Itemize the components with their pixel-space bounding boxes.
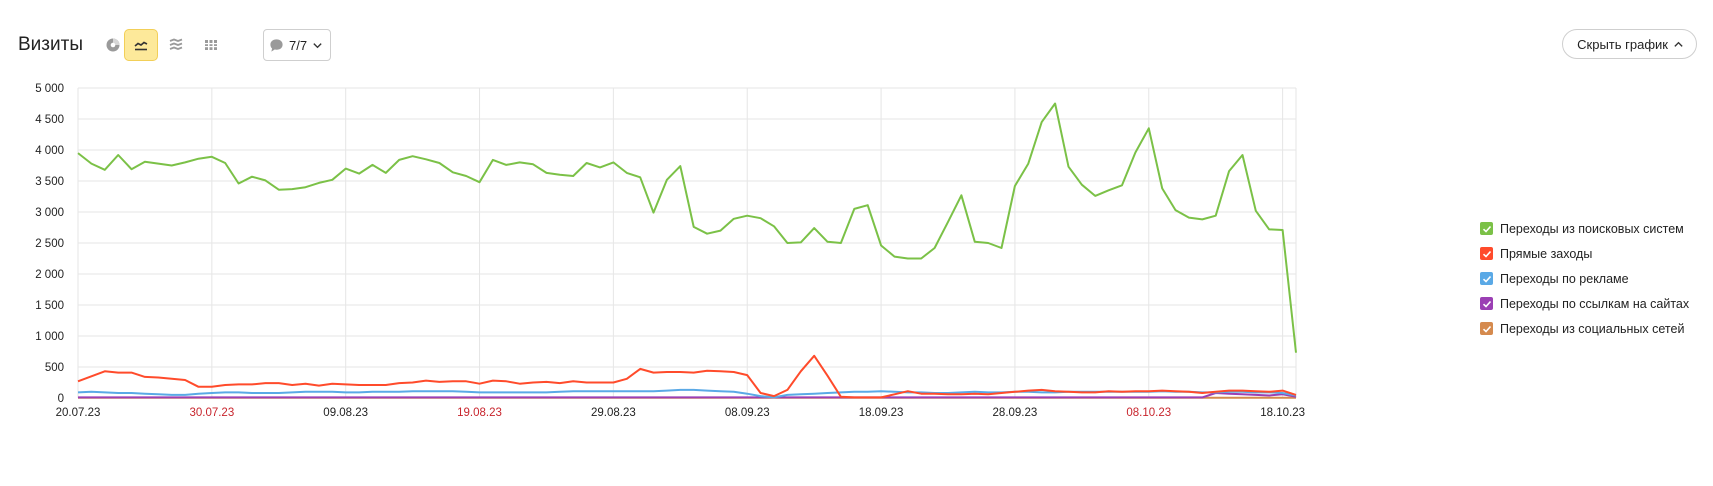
- comments-dropdown[interactable]: 7/7: [263, 29, 331, 61]
- y-tick-label: 1 500: [35, 300, 64, 312]
- checkbox-checked-icon[interactable]: [1480, 322, 1493, 335]
- y-tick-label: 0: [58, 393, 64, 405]
- legend-label: Переходы из социальных сетей: [1500, 321, 1685, 336]
- y-tick-label: 4 500: [35, 114, 64, 126]
- x-tick-label: 20.07.23: [56, 407, 101, 419]
- legend-item-1[interactable]: Прямые заходы: [1480, 241, 1689, 266]
- hide-chart-button[interactable]: Скрыть график: [1562, 29, 1697, 59]
- legend-item-3[interactable]: Переходы по ссылкам на сайтах: [1480, 291, 1689, 316]
- legend-label: Прямые заходы: [1500, 246, 1593, 261]
- x-tick-label: 19.08.23: [457, 407, 502, 419]
- checkbox-checked-icon[interactable]: [1480, 222, 1493, 235]
- y-tick-label: 2 000: [35, 269, 64, 281]
- x-tick-label: 09.08.23: [323, 407, 368, 419]
- y-tick-label: 500: [45, 362, 64, 374]
- y-tick-label: 2 500: [35, 238, 64, 250]
- x-tick-label: 28.09.23: [993, 407, 1038, 419]
- line-chart-icon: [134, 41, 148, 51]
- x-tick-label: 08.09.23: [725, 407, 770, 419]
- y-tick-label: 3 000: [35, 207, 64, 219]
- legend-item-4[interactable]: Переходы из социальных сетей: [1480, 316, 1689, 341]
- checkbox-checked-icon[interactable]: [1480, 272, 1493, 285]
- series-line-3[interactable]: [78, 392, 1297, 399]
- y-tick-label: 3 500: [35, 176, 64, 188]
- y-tick-label: 1 000: [35, 331, 64, 343]
- comment-bubble-icon: [270, 38, 283, 52]
- checkbox-checked-icon[interactable]: [1480, 297, 1493, 310]
- hide-chart-label: Скрыть график: [1577, 36, 1668, 52]
- comments-count: 7/7: [289, 37, 308, 53]
- x-tick-label: 18.09.23: [859, 407, 904, 419]
- legend-item-0[interactable]: Переходы из поисковых систем: [1480, 216, 1689, 241]
- column-chart-icon: [205, 40, 217, 50]
- pie-chart-icon: [106, 38, 120, 52]
- x-tick-label: 30.07.23: [189, 407, 234, 419]
- chart-series: [77, 102, 1297, 399]
- area-chart-icon: [169, 38, 183, 50]
- column-chart-button[interactable]: [194, 29, 228, 61]
- area-chart-button[interactable]: [159, 29, 193, 61]
- legend-label: Переходы по рекламе: [1500, 271, 1629, 286]
- y-tick-label: 5 000: [35, 83, 64, 95]
- chevron-up-icon: [1674, 41, 1683, 47]
- legend-label: Переходы по ссылкам на сайтах: [1500, 296, 1690, 311]
- line-chart-button[interactable]: [124, 29, 158, 61]
- x-tick-label: 29.08.23: [591, 407, 636, 419]
- pie-chart-button[interactable]: [96, 29, 130, 61]
- x-tick-label: 08.10.23: [1126, 407, 1171, 419]
- visits-line-chart: 0 500 1 000 1 500 2 000 2 500 3 000 3 500 4 000 4…: [35, 83, 1305, 419]
- toolbar: Визиты 7/7: [0, 26, 1713, 66]
- y-tick-label: 4 000: [35, 145, 64, 157]
- chart-axes: 0 500 1 000 1 500 2 000 2 500 3 000 3 500 4 000 4…: [35, 83, 1305, 419]
- report-title: Визиты: [18, 34, 83, 55]
- x-tick-label: 18.10.23: [1260, 407, 1305, 419]
- chart-grid: [77, 87, 1297, 399]
- checkbox-checked-icon[interactable]: [1480, 247, 1493, 260]
- series-line-1[interactable]: [77, 354, 1297, 399]
- chart-legend: Переходы из поисковых систем Прямые заход…: [1480, 216, 1689, 341]
- series-line-0[interactable]: [77, 102, 1297, 353]
- legend-label: Переходы из поисковых систем: [1500, 221, 1684, 236]
- legend-item-2[interactable]: Переходы по рекламе: [1480, 266, 1689, 291]
- chevron-down-icon: [313, 42, 322, 48]
